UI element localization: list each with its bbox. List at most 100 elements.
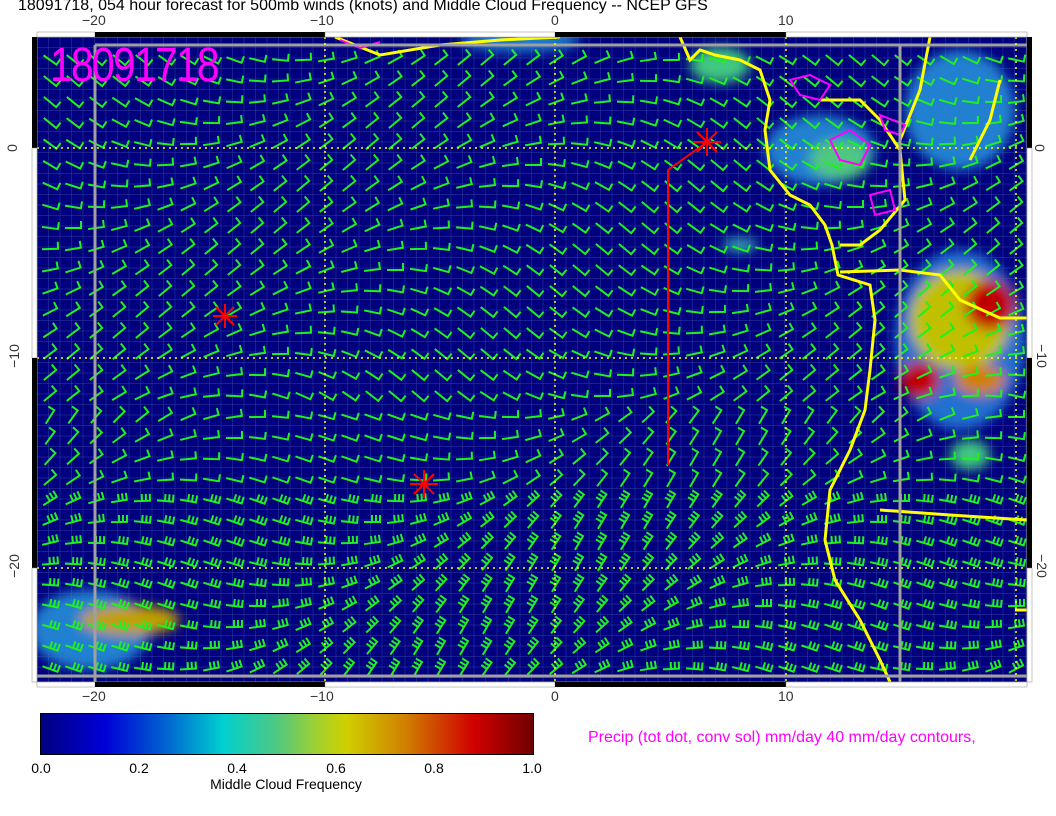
wind-barb bbox=[411, 90, 426, 108]
wind-barb bbox=[571, 370, 590, 379]
wind-barb bbox=[777, 282, 795, 294]
wind-barb bbox=[640, 264, 660, 276]
wind-barb bbox=[111, 578, 130, 589]
wind-barb bbox=[985, 494, 1004, 505]
wind-barb bbox=[961, 452, 980, 461]
wind-barb bbox=[156, 640, 176, 651]
wind-barb bbox=[43, 117, 62, 130]
wind-barb bbox=[480, 573, 493, 593]
wind-barb bbox=[594, 71, 611, 84]
wind-barb bbox=[525, 370, 545, 381]
wind-barb bbox=[570, 137, 589, 146]
wind-barb bbox=[156, 514, 176, 525]
wind-barb bbox=[479, 265, 499, 276]
wind-barb bbox=[940, 279, 955, 297]
wind-barb bbox=[65, 181, 84, 190]
wind-barb bbox=[135, 54, 154, 67]
wind-barb bbox=[1007, 346, 1026, 356]
wind-barb bbox=[595, 222, 614, 235]
wind-barb bbox=[662, 75, 681, 84]
wind-barb bbox=[249, 658, 266, 674]
wind-barb bbox=[708, 304, 727, 314]
wind-barb bbox=[549, 636, 563, 655]
wind-barb bbox=[112, 321, 127, 339]
wind-barb bbox=[938, 640, 957, 650]
wind-barb bbox=[848, 75, 867, 88]
wind-barb bbox=[915, 640, 934, 651]
wind-barb bbox=[686, 76, 705, 85]
wind-barb bbox=[294, 411, 314, 420]
wind-barb bbox=[756, 117, 775, 130]
wind-barb bbox=[111, 96, 131, 108]
wind-barb bbox=[801, 138, 821, 151]
wind-barb bbox=[503, 306, 522, 319]
wind-barb bbox=[639, 367, 658, 377]
wind-barb bbox=[365, 615, 380, 634]
wind-barb bbox=[179, 661, 198, 671]
wind-barb bbox=[112, 54, 131, 67]
wind-barb bbox=[641, 531, 654, 551]
wind-barb bbox=[870, 218, 887, 232]
wind-barb bbox=[755, 532, 772, 548]
wind-barb bbox=[87, 200, 106, 209]
wind-barb bbox=[157, 619, 176, 631]
wind-barb bbox=[755, 322, 772, 338]
wind-barb bbox=[548, 243, 568, 256]
wind-barb bbox=[502, 469, 519, 485]
wind-barb bbox=[409, 241, 428, 251]
wind-barb bbox=[869, 159, 889, 168]
wind-barb bbox=[870, 599, 889, 610]
wind-barb bbox=[547, 114, 566, 126]
wind-barb bbox=[525, 113, 542, 127]
wind-barb bbox=[617, 328, 636, 337]
wind-barb bbox=[225, 431, 244, 440]
wind-barb bbox=[133, 158, 152, 167]
wind-barb bbox=[87, 180, 107, 189]
colorbar-tick: 0.2 bbox=[129, 760, 149, 776]
wind-barb bbox=[915, 661, 934, 671]
wind-barb bbox=[388, 594, 403, 613]
wind-barb bbox=[984, 598, 1003, 608]
wind-barb bbox=[984, 431, 1003, 440]
wind-barb bbox=[180, 196, 197, 212]
wind-barb bbox=[1009, 237, 1024, 255]
coastline bbox=[334, 37, 1027, 682]
wind-barb bbox=[892, 178, 911, 188]
wind-barb bbox=[985, 659, 1002, 673]
wind-barb bbox=[434, 636, 447, 656]
wind-barb bbox=[617, 285, 637, 297]
wind-barb bbox=[457, 657, 470, 677]
wind-barb bbox=[962, 175, 979, 191]
wind-barb bbox=[686, 574, 703, 590]
wind-barb bbox=[225, 639, 244, 651]
wind-barb bbox=[640, 638, 657, 652]
wind-barb bbox=[709, 344, 726, 358]
wind-barb bbox=[755, 302, 772, 316]
wind-barb bbox=[847, 641, 866, 652]
wind-barb bbox=[295, 259, 312, 275]
wind-barb bbox=[916, 322, 932, 339]
wind-barb bbox=[386, 513, 405, 524]
wind-barb bbox=[571, 181, 591, 191]
wind-barb bbox=[639, 347, 658, 356]
wind-barb bbox=[272, 280, 289, 296]
wind-barb bbox=[754, 576, 773, 588]
wind-barb bbox=[456, 266, 475, 275]
wind-barb bbox=[226, 196, 242, 213]
wind-barb bbox=[801, 202, 820, 211]
wind-barb bbox=[457, 615, 470, 635]
wind-barb bbox=[433, 286, 453, 296]
wind-barb bbox=[847, 160, 866, 169]
wind-barb bbox=[526, 594, 539, 614]
wind-barb bbox=[226, 280, 242, 297]
wind-barb bbox=[296, 216, 311, 234]
wind-barb bbox=[387, 70, 403, 87]
wind-barb bbox=[180, 54, 200, 66]
wind-barb bbox=[618, 264, 637, 277]
wind-barb bbox=[1007, 368, 1026, 377]
wind-barb bbox=[433, 176, 450, 190]
wind-barb bbox=[457, 552, 471, 571]
wind-barb bbox=[249, 494, 268, 505]
wind-barb bbox=[66, 342, 81, 360]
wind-barb bbox=[340, 514, 359, 524]
